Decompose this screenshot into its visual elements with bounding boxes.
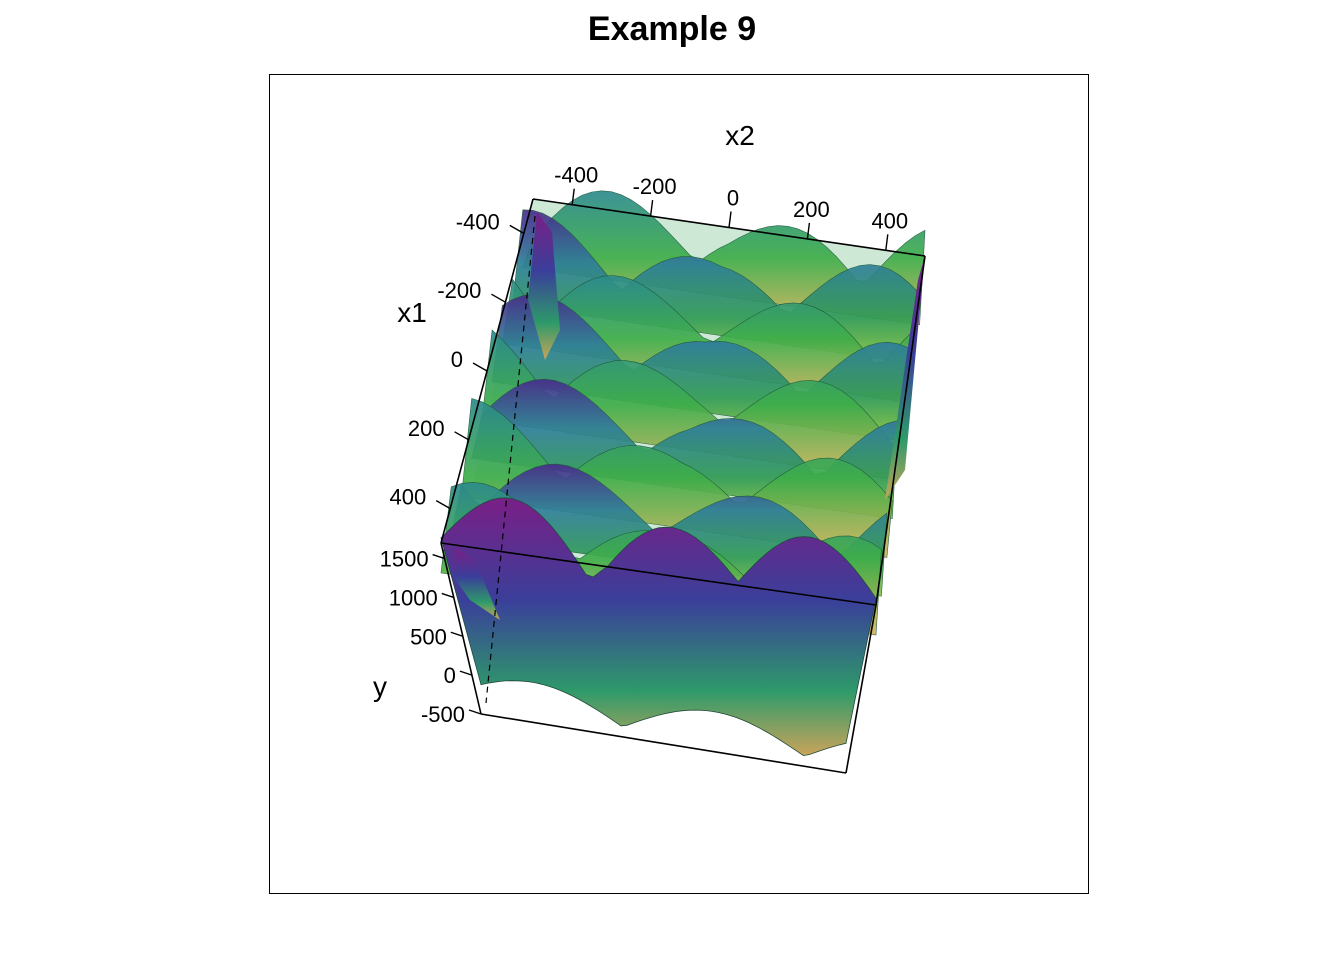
x1-tick-label: -400 bbox=[456, 209, 500, 234]
x1-tick bbox=[472, 362, 488, 372]
x1-tick bbox=[454, 431, 469, 441]
x2-tick bbox=[806, 222, 811, 239]
surface-spike bbox=[528, 212, 560, 360]
y-tick-label: 0 bbox=[444, 663, 456, 688]
x2-tick-label: 200 bbox=[793, 197, 830, 222]
x2-tick-label: 400 bbox=[871, 208, 908, 233]
y-tick bbox=[441, 592, 454, 599]
x1-tick-label: -200 bbox=[437, 278, 481, 303]
x2-axis-title: x2 bbox=[725, 120, 755, 151]
surface-front bbox=[440, 497, 877, 757]
y-tick bbox=[459, 670, 473, 676]
y-tick bbox=[468, 709, 482, 715]
surface-layer bbox=[440, 190, 926, 757]
hidden-edge bbox=[485, 215, 536, 704]
surface-spike bbox=[452, 548, 500, 620]
plot-frame bbox=[269, 74, 1089, 894]
x2-tick bbox=[571, 188, 575, 205]
surface-spike bbox=[885, 256, 925, 500]
x2-tick bbox=[885, 234, 889, 251]
box-edge bbox=[845, 604, 877, 774]
x1-tick bbox=[435, 499, 451, 510]
y-tick-label: 1500 bbox=[380, 547, 429, 572]
y-tick-label: 500 bbox=[410, 624, 447, 649]
y-tick bbox=[432, 553, 445, 560]
x2-tick bbox=[649, 200, 654, 217]
y-tick bbox=[450, 631, 464, 637]
box-edge bbox=[875, 255, 926, 606]
y-tick-label: -500 bbox=[421, 702, 465, 727]
y-tick-label: 1000 bbox=[389, 585, 438, 610]
x2-tick-label: -400 bbox=[554, 163, 598, 188]
x2-tick-label: -200 bbox=[633, 174, 677, 199]
box-edge bbox=[480, 713, 847, 774]
x1-tick-label: 400 bbox=[389, 485, 426, 510]
box-edge bbox=[440, 542, 482, 715]
x1-tick bbox=[491, 293, 506, 303]
x1-tick-label: 200 bbox=[408, 416, 445, 441]
x2-tick-label: 0 bbox=[727, 186, 739, 211]
x1-tick-label: 0 bbox=[451, 347, 463, 372]
axes: -400 -200 0 200 400 x2 -400 -200 0 200 400 x1 -500 0 5… bbox=[373, 120, 908, 727]
box-edge bbox=[440, 542, 877, 606]
x1-tick bbox=[509, 224, 525, 235]
chart-title: Example 9 bbox=[587, 10, 757, 48]
x1-axis-title: x1 bbox=[397, 297, 427, 328]
y-axis-title: y bbox=[373, 671, 387, 702]
x2-tick bbox=[728, 211, 732, 228]
